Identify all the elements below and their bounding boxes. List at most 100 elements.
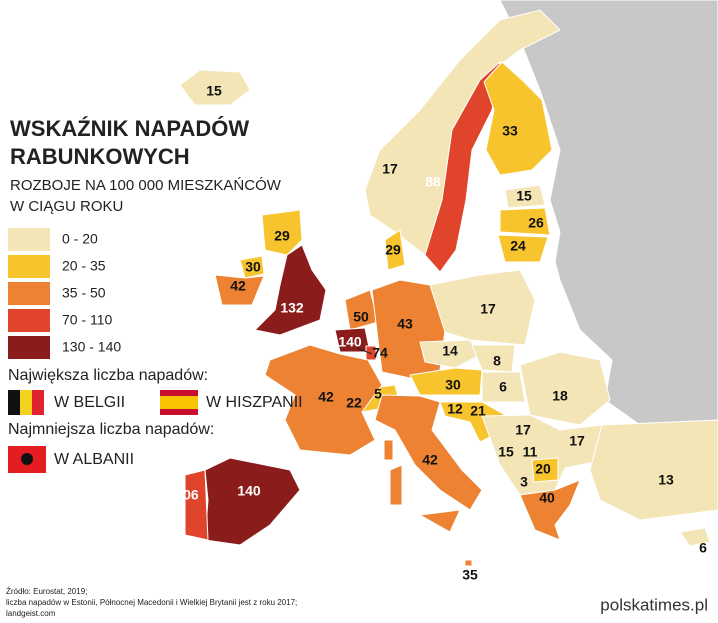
highest-item: W HISZPANII [206, 394, 303, 411]
scotland [261, 209, 303, 256]
region-value: 17 [515, 422, 531, 438]
source: Źródło: Eurostat, 2019; [6, 587, 87, 596]
region-value: 132 [280, 300, 304, 316]
balkans [481, 414, 606, 496]
legend: 0 - 20 20 - 35 35 - 50 70 - 110 130 - 140 [8, 228, 121, 359]
estonia [504, 184, 546, 209]
region-value: 42 [230, 278, 246, 294]
region-value: 12 [447, 401, 463, 417]
region-value: 6 [499, 379, 507, 395]
corsica [383, 439, 394, 461]
region-value: 17 [480, 301, 496, 317]
legend-swatch [8, 282, 50, 305]
legend-label: 0 - 20 [62, 231, 98, 247]
region-value: 29 [385, 242, 401, 258]
source: landgeist.com [6, 609, 56, 618]
flag-belgium [8, 390, 44, 415]
region-value: 140 [338, 334, 362, 350]
latvia [499, 207, 551, 236]
region-value: 17 [382, 161, 398, 177]
subtitle: W CIĄGU ROKU [10, 198, 123, 215]
legend-label: 35 - 50 [62, 285, 106, 301]
region-value: 17 [569, 433, 585, 449]
region-value: 5 [374, 386, 382, 402]
source: liczba napadów w Estonii, Północnej Mace… [6, 598, 297, 607]
map [179, 0, 718, 567]
title: WSKAŹNIK NAPADÓW [10, 116, 249, 141]
region-value: 74 [372, 345, 388, 361]
region-value: 43 [397, 316, 413, 332]
region-value: 50 [353, 309, 369, 325]
legend-label: 70 - 110 [62, 312, 113, 328]
norway [364, 9, 561, 256]
title: RABUNKOWYCH [10, 144, 190, 169]
legend-swatch [8, 309, 50, 332]
highest-item: W BELGII [54, 394, 125, 411]
hungary [481, 371, 526, 403]
northern-ireland [239, 255, 265, 279]
highest-heading: Największa liczba napadów: [8, 367, 208, 384]
region-value: 11 [523, 444, 538, 460]
region-value: 13 [658, 472, 674, 488]
region-value: 26 [528, 215, 544, 231]
turkey [589, 419, 718, 521]
region-value: 42 [422, 452, 438, 468]
brand: polskatimes.pl [600, 595, 708, 614]
region-value: 24 [510, 238, 526, 254]
cyprus [679, 527, 711, 547]
region-value: 40 [539, 490, 555, 506]
luxembourg [365, 345, 377, 361]
czechia [419, 339, 481, 369]
spain [204, 457, 301, 546]
legend-swatch [8, 255, 50, 278]
lowest-heading: Najmniejsza liczba napadów: [8, 421, 214, 438]
region-value: 22 [346, 395, 362, 411]
region-value: 88 [425, 174, 441, 190]
finland [483, 61, 553, 176]
region-value: 15 [516, 188, 532, 204]
leader-line [356, 347, 373, 355]
region-value: 35 [462, 567, 478, 583]
region-value: 33 [502, 123, 518, 139]
region-value: 30 [245, 259, 261, 275]
region-value: 106 [175, 487, 199, 503]
region-value: 140 [237, 483, 261, 499]
malta [464, 559, 473, 567]
sardinia [389, 464, 403, 506]
legend-label: 20 - 35 [62, 258, 106, 274]
england [253, 244, 327, 336]
region-value: 30 [445, 377, 461, 393]
region-value: 18 [552, 388, 568, 404]
region-value: 21 [470, 403, 486, 419]
region-value: 8 [493, 353, 501, 369]
legend-label: 130 - 140 [62, 339, 121, 355]
region-value: 15 [498, 444, 514, 460]
austria [409, 367, 483, 396]
poland [429, 269, 536, 346]
lowest-item: W ALBANII [54, 451, 134, 468]
greece [519, 479, 581, 541]
denmark [384, 229, 406, 271]
region-value: 42 [318, 389, 334, 405]
legend-swatch [8, 336, 50, 359]
sweden [424, 60, 501, 273]
flag-spain [160, 390, 198, 415]
region-value: 6 [699, 540, 707, 556]
lithuania [497, 234, 549, 263]
france [264, 344, 383, 456]
region-value: 29 [274, 228, 290, 244]
sicily [418, 509, 461, 533]
iceland [179, 69, 251, 106]
legend-swatch [8, 228, 50, 251]
region-value: 3 [520, 474, 528, 490]
region-value: 20 [535, 461, 551, 477]
subtitle: ROZBOJE NA 100 000 MIESZKAŃCÓW [10, 177, 282, 194]
flag-albania [8, 446, 46, 473]
region-value: 14 [442, 343, 458, 359]
portugal [184, 469, 209, 541]
north-macedonia [531, 457, 559, 483]
region-value: 15 [206, 83, 222, 99]
ireland [214, 274, 265, 306]
